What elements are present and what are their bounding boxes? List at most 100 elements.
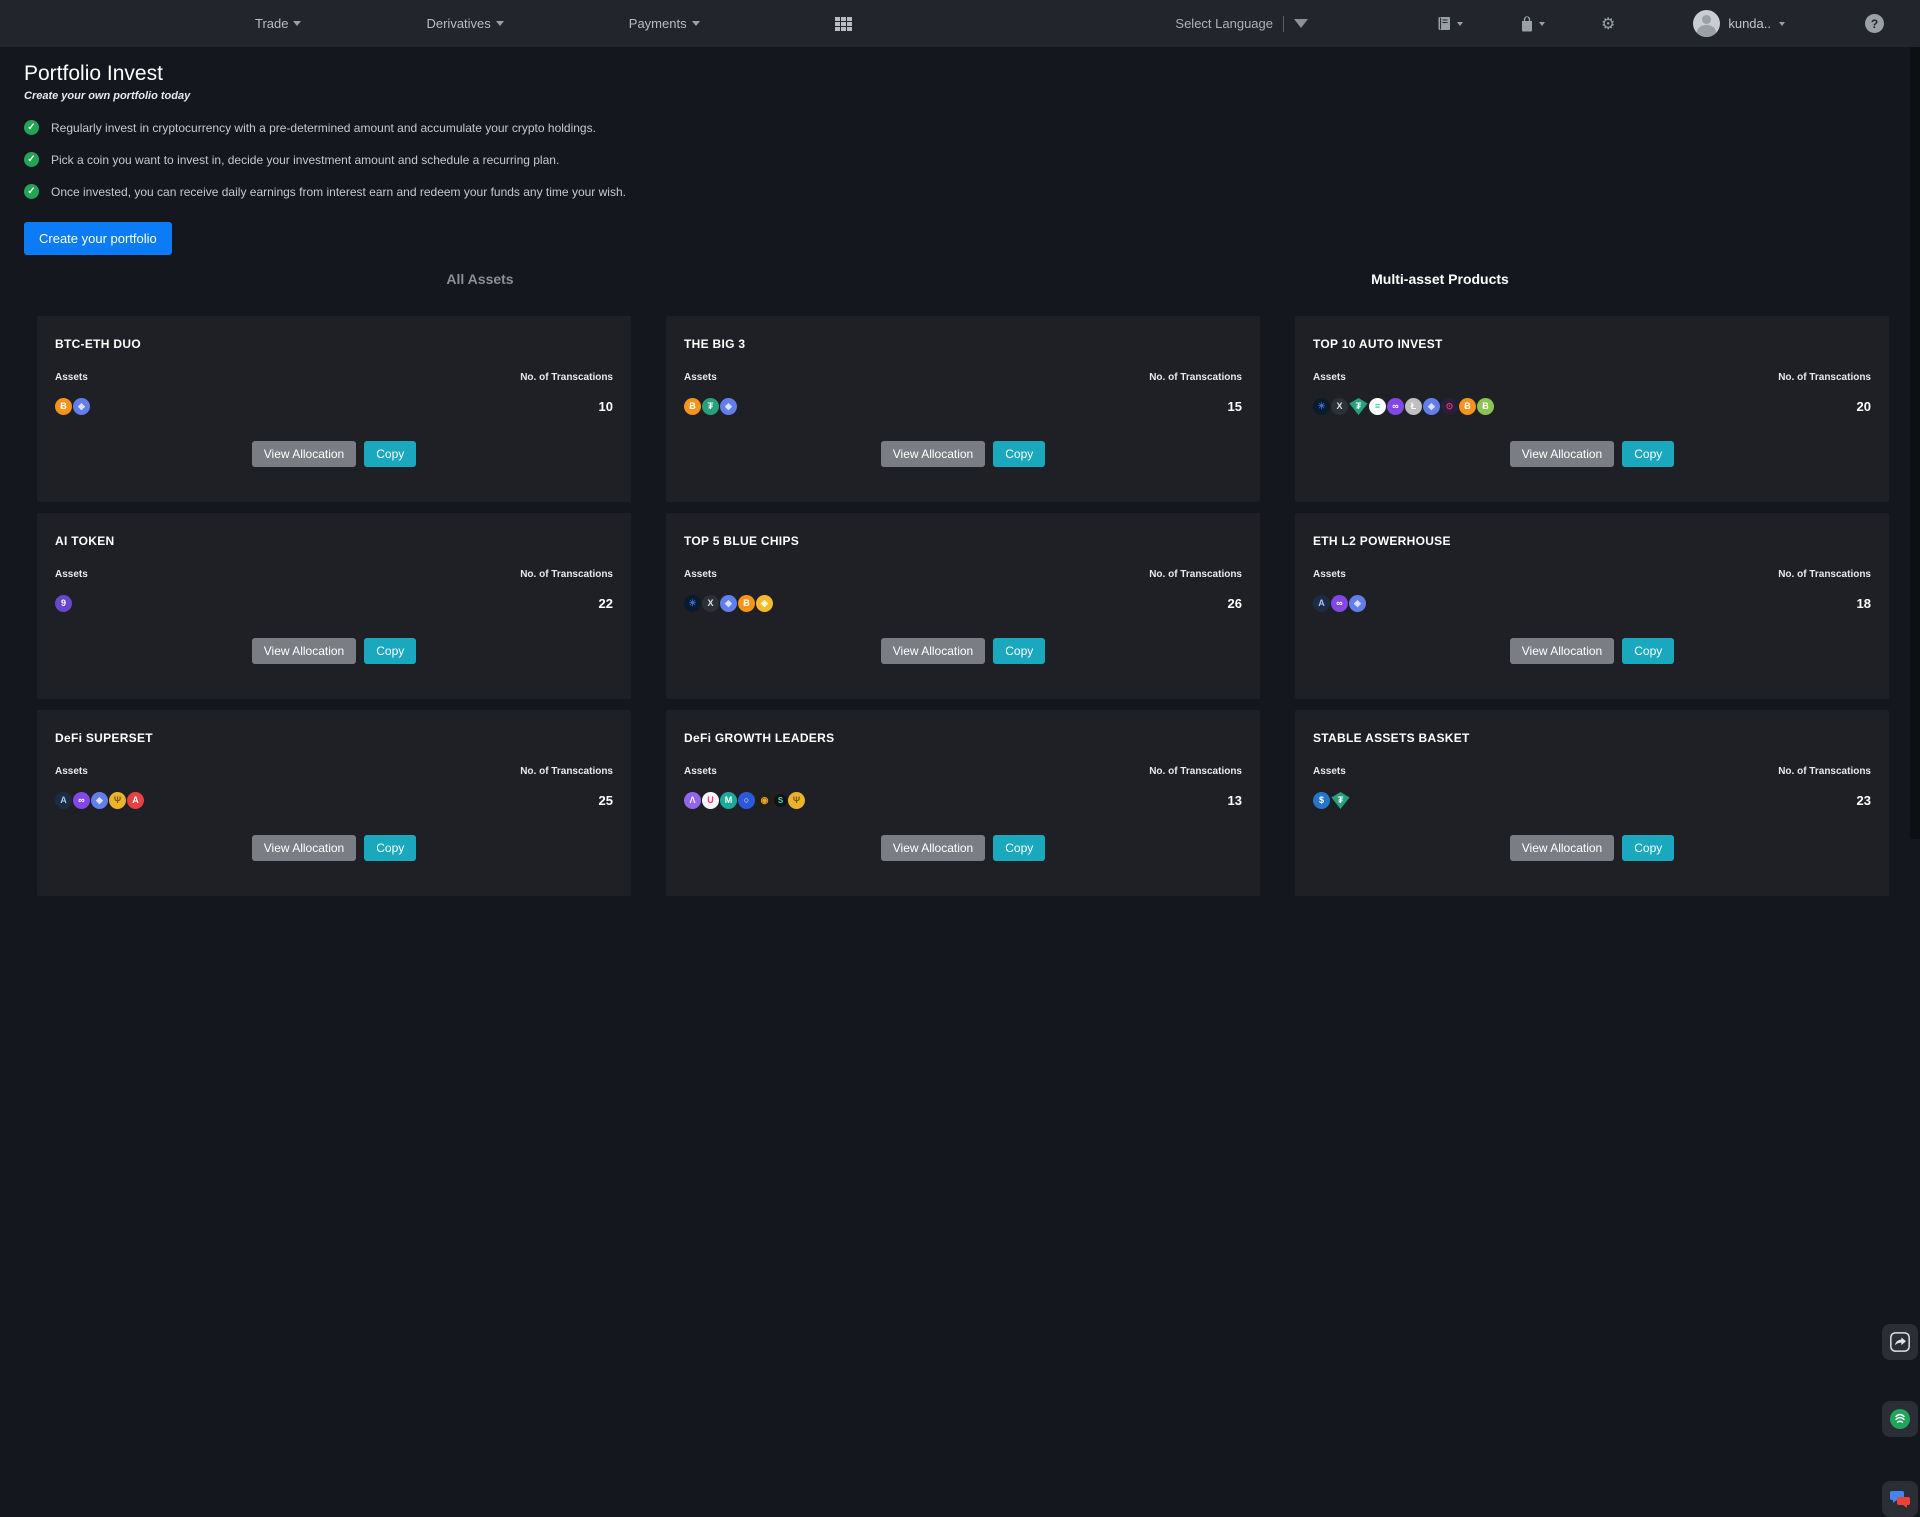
card-title: TOP 10 AUTO INVEST xyxy=(1313,337,1871,351)
asset-icon-ltc: Ł xyxy=(1405,398,1422,415)
section-headers: All Assets Multi-asset Products xyxy=(0,271,1920,287)
view-allocation-button[interactable]: View Allocation xyxy=(252,638,357,664)
bag-icon xyxy=(1519,15,1535,33)
messages-button[interactable] xyxy=(1882,1481,1918,1517)
nav-menu-payments-label: Payments xyxy=(629,16,687,31)
view-allocation-button[interactable]: View Allocation xyxy=(1510,441,1615,467)
assets-label: Assets xyxy=(1313,766,1346,777)
help-icon[interactable]: ? xyxy=(1865,14,1884,33)
caret-down-icon xyxy=(496,21,504,26)
portfolio-card: DeFi GROWTH LEADERS Assets No. of Transc… xyxy=(666,710,1260,896)
asset-icon-sol: ≡ xyxy=(1369,398,1386,415)
view-allocation-button[interactable]: View Allocation xyxy=(252,441,357,467)
asset-icon-grt: 9 xyxy=(55,595,72,612)
settings-gear-icon[interactable]: ⚙ xyxy=(1601,14,1615,34)
card-title: DeFi GROWTH LEADERS xyxy=(684,731,1242,745)
caret-down-icon xyxy=(1457,22,1463,26)
asset-icon-eth: ◆ xyxy=(91,792,108,809)
feature-bullets: ✓ Regularly invest in cryptocurrency wit… xyxy=(24,120,1896,199)
asset-icon-btc: Ƀ xyxy=(55,398,72,415)
asset-icon-bch: Ƀ xyxy=(1477,398,1494,415)
portfolio-card: AI TOKEN Assets No. of Transcations 9 22… xyxy=(37,513,631,699)
asset-icon-eth: ◆ xyxy=(720,398,737,415)
portfolio-card: THE BIG 3 Assets No. of Transcations Ƀ₮◆… xyxy=(666,316,1260,502)
asset-icon-bnb: ◈ xyxy=(756,595,773,612)
transactions-label: No. of Transcations xyxy=(520,569,613,580)
green-chat-icon xyxy=(1888,1407,1912,1431)
card-title: TOP 5 BLUE CHIPS xyxy=(684,534,1242,548)
view-allocation-button[interactable]: View Allocation xyxy=(1510,638,1615,664)
check-icon: ✓ xyxy=(24,184,39,199)
section-multi-asset: Multi-asset Products xyxy=(960,271,1920,287)
page-header: Portfolio Invest Create your own portfol… xyxy=(0,47,1920,255)
asset-icons: A∞◆ xyxy=(1313,595,1367,612)
portfolio-card: STABLE ASSETS BASKET Assets No. of Trans… xyxy=(1295,710,1889,896)
asset-icon-avax: A xyxy=(127,792,144,809)
asset-icon-gold-knot: ◉ xyxy=(756,792,773,809)
asset-icons: Ƀ◆ xyxy=(55,398,91,415)
asset-icon-arb: A xyxy=(1313,595,1330,612)
card-title: DeFi SUPERSET xyxy=(55,731,613,745)
scrollbar[interactable] xyxy=(1910,47,1920,839)
portfolio-card: DeFi SUPERSET Assets No. of Transcations… xyxy=(37,710,631,896)
view-allocation-button[interactable]: View Allocation xyxy=(881,638,986,664)
transactions-label: No. of Transcations xyxy=(1149,372,1242,383)
asset-icon-green-token: S xyxy=(774,794,787,807)
transactions-label: No. of Transcations xyxy=(1778,372,1871,383)
caret-down-icon xyxy=(1779,22,1785,26)
assets-label: Assets xyxy=(684,766,717,777)
bullet-item: ✓ Pick a coin you want to invest in, dec… xyxy=(24,152,1896,167)
user-menu[interactable]: kunda.. xyxy=(1693,10,1785,37)
view-allocation-button[interactable]: View Allocation xyxy=(881,441,986,467)
orders-menu[interactable] xyxy=(1436,15,1463,32)
assets-menu[interactable] xyxy=(1519,15,1545,33)
caret-down-icon xyxy=(1539,22,1545,26)
nav-menu-trade[interactable]: Trade xyxy=(255,16,301,31)
apps-grid-icon[interactable] xyxy=(835,17,852,31)
asset-icon-xrp: X xyxy=(1331,398,1348,415)
asset-icon-usdt-gem: ₮ xyxy=(1349,398,1368,415)
copy-button[interactable]: Copy xyxy=(993,638,1045,664)
copy-button[interactable]: Copy xyxy=(1622,441,1674,467)
asset-icon-gold-token: Ψ xyxy=(788,792,805,809)
check-icon: ✓ xyxy=(24,120,39,135)
card-title: ETH L2 POWERHOUSE xyxy=(1313,534,1871,548)
assets-label: Assets xyxy=(1313,569,1346,580)
asset-icon-arb: A xyxy=(55,792,72,809)
language-label: Select Language xyxy=(1175,16,1273,31)
asset-icon-mkr: M xyxy=(720,792,737,809)
transactions-label: No. of Transcations xyxy=(1778,569,1871,580)
nav-menu-derivatives[interactable]: Derivatives xyxy=(426,16,503,31)
create-portfolio-button[interactable]: Create your portfolio xyxy=(24,222,172,255)
transactions-label: No. of Transcations xyxy=(1149,766,1242,777)
portfolio-card: TOP 5 BLUE CHIPS Assets No. of Transcati… xyxy=(666,513,1260,699)
asset-icon-gold-token: Ψ xyxy=(109,792,126,809)
nav-menu-trade-label: Trade xyxy=(255,16,288,31)
chat-bubbles-icon xyxy=(1887,1487,1913,1511)
nav-menu-payments[interactable]: Payments xyxy=(629,16,700,31)
asset-icon-btc: Ƀ xyxy=(738,595,755,612)
bullet-item: ✓ Once invested, you can receive daily e… xyxy=(24,184,1896,199)
copy-button[interactable]: Copy xyxy=(364,441,416,467)
assets-label: Assets xyxy=(684,569,717,580)
portfolio-card: BTC-ETH DUO Assets No. of Transcations Ƀ… xyxy=(37,316,631,502)
transactions-count: 18 xyxy=(1857,596,1871,611)
transactions-label: No. of Transcations xyxy=(520,372,613,383)
copy-button[interactable]: Copy xyxy=(993,441,1045,467)
share-button[interactable] xyxy=(1882,1324,1918,1360)
asset-icons: ☀X◆Ƀ◈ xyxy=(684,595,774,612)
copy-button[interactable]: Copy xyxy=(1622,638,1674,664)
language-selector[interactable]: Select Language xyxy=(1175,16,1308,32)
copy-button[interactable]: Copy xyxy=(364,638,416,664)
asset-icon-aave: Λ xyxy=(684,792,701,809)
asset-icon-dot: ⊙ xyxy=(1441,398,1458,415)
assets-label: Assets xyxy=(55,569,88,580)
asset-icon-matic: ∞ xyxy=(73,792,90,809)
asset-icon-usdc: $ xyxy=(1313,792,1330,809)
transactions-label: No. of Transcations xyxy=(1149,569,1242,580)
section-all-assets: All Assets xyxy=(0,271,960,287)
chat-widget-button[interactable] xyxy=(1882,1401,1918,1437)
asset-icon-matic: ∞ xyxy=(1387,398,1404,415)
asset-icons: Ƀ₮◆ xyxy=(684,398,738,415)
